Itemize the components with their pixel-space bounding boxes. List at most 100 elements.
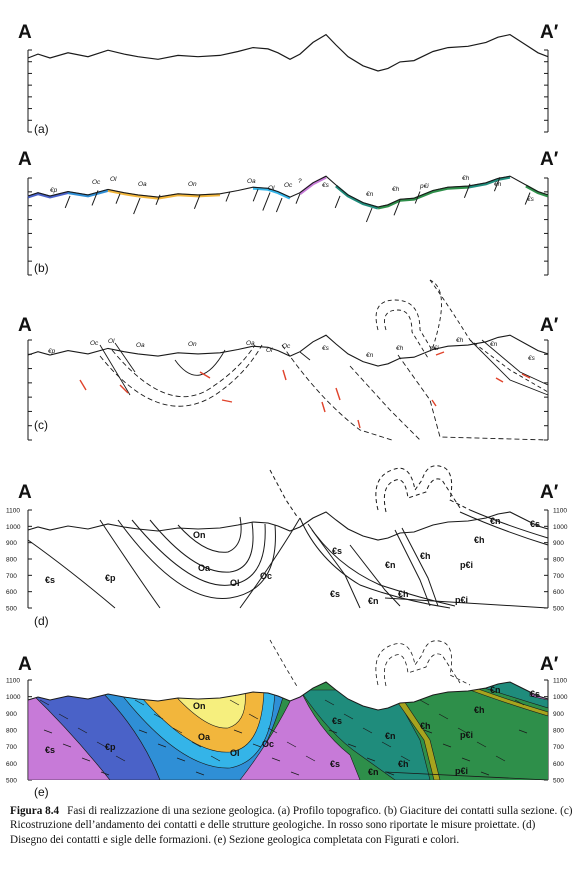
bedding-stroke (248, 713, 259, 720)
red-measure (435, 351, 445, 356)
contact-color-segment (377, 185, 469, 210)
frame-axes (27, 49, 549, 133)
panel-label: (c) (34, 418, 48, 432)
contact-color-segments (27, 175, 549, 210)
bedding-stroke (195, 771, 205, 776)
dip-measures (64, 177, 531, 223)
bedding-stroke (423, 729, 433, 734)
red-measure (495, 377, 504, 383)
contact-line (469, 509, 549, 539)
elevation-tick-label: 600 (6, 761, 17, 768)
contact-label: Oa (246, 340, 255, 347)
contact-label: Ol (268, 185, 275, 192)
elevation-tick-label: 500 (553, 778, 564, 785)
contact-line (99, 519, 161, 609)
bedding-stroke (518, 729, 528, 734)
elevation-tick-label: 800 (6, 728, 17, 735)
contact-label: p€i (429, 345, 439, 352)
contact-label: Ol (110, 176, 117, 183)
topographic-profile (27, 33, 549, 72)
red-measure (321, 401, 326, 413)
contact-label: €s (322, 345, 330, 352)
bedding-pattern (39, 699, 528, 789)
contact-color-segment (27, 191, 69, 199)
elevation-tick-labels: 1100 1100 1000 1000 900 900 800 800 700 700 600 600… (6, 508, 568, 613)
contact-label: Ol (108, 338, 115, 345)
panel-label: (b) (34, 261, 49, 275)
bedding-stroke (442, 743, 452, 748)
figure-caption: Figura 8.4 Fasi di realizzazione di una s… (10, 804, 575, 847)
formation-label: €n (490, 685, 501, 695)
endpoint-label-left: A (18, 22, 32, 43)
projected-fold-dashed (383, 653, 461, 687)
contact-line (299, 517, 451, 609)
reconstructed-contacts (99, 279, 549, 441)
bedding-stroke (310, 786, 318, 789)
elevation-tick-label: 1100 (553, 508, 567, 515)
fold-contact-dashed (99, 344, 263, 407)
contact-color-segment (67, 188, 109, 198)
elevation-axes (27, 509, 549, 609)
contact-label: €s (528, 355, 536, 362)
contact-line (99, 344, 131, 396)
panel-c: A A′ €p Oc Ol Oa On Oa Ol (18, 279, 559, 441)
contact-label: €s (322, 182, 330, 189)
bedding-stroke (120, 786, 128, 789)
bedding-stroke (58, 713, 69, 720)
endpoint-label-right: A′ (540, 315, 559, 336)
formation-contacts (27, 465, 549, 609)
contact-label: Oa (136, 342, 145, 349)
topographic-profile (27, 175, 549, 208)
elevation-tick-label: 700 (553, 744, 564, 751)
fault-line (384, 771, 549, 781)
endpoint-label-right: A′ (540, 482, 559, 503)
bedding-stroke (480, 771, 490, 776)
formation-label: p€i (455, 766, 468, 776)
formation-label: €n (368, 596, 379, 606)
projected-fold-dashed (375, 279, 442, 352)
formation-label: On (193, 701, 206, 711)
contact-dashed (397, 354, 549, 441)
contact-line (239, 517, 301, 609)
bedding-stroke (476, 741, 487, 748)
formation-contacts (269, 639, 549, 781)
formation-label: €h (420, 551, 431, 561)
red-measure (221, 399, 233, 403)
formation-label: €n (385, 560, 396, 570)
dip-tick (225, 191, 231, 202)
contact-line (299, 351, 311, 361)
panel-e: A A′ 1100 1100 1000 1000 900 900 800 800 700 700 6… (6, 639, 568, 799)
contact-color-segment (525, 184, 549, 198)
contact-label: p€i (419, 183, 429, 190)
elevation-tick-label: 700 (6, 573, 17, 580)
bedding-stroke (362, 727, 373, 734)
formation-labels: On Oa Ol Oc €p €s €s €s €n €n €h €h €h p… (45, 516, 540, 606)
elevation-tick-label: 900 (553, 540, 564, 547)
red-measure (357, 419, 361, 429)
bedding-stroke (381, 741, 392, 748)
bedding-stroke (134, 699, 145, 706)
projected-fold-dashed (375, 465, 471, 511)
dip-tick (64, 195, 71, 209)
elevation-tick-label: 600 (6, 589, 17, 596)
formation-label: Oa (198, 732, 211, 742)
panel-label: (e) (34, 785, 49, 799)
formation-label: €h (474, 535, 485, 545)
bedding-stroke (267, 727, 278, 734)
projected-measures-red (79, 351, 531, 429)
bedding-stroke (233, 729, 243, 734)
contact-label: On (188, 341, 197, 348)
formation-label: €s (330, 589, 340, 599)
contact-label: Oc (282, 343, 291, 350)
elevation-tick-label: 1000 (553, 524, 568, 531)
bedding-stroke (438, 713, 449, 720)
dip-tick (463, 183, 471, 198)
formation-label: p€i (460, 560, 473, 570)
formation-fill-On (169, 689, 246, 729)
contact-line (177, 516, 242, 553)
contact-label: €n (366, 191, 374, 198)
contact-label: €p (48, 348, 56, 355)
bedding-stroke (305, 755, 316, 762)
bedding-stroke (81, 757, 91, 762)
bedding-stroke (176, 757, 186, 762)
